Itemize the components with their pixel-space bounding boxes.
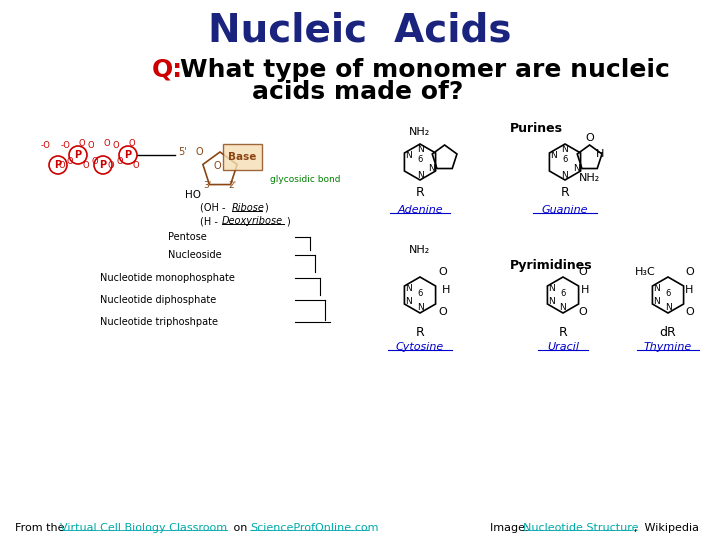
Text: N: N (405, 151, 412, 160)
Text: N: N (559, 303, 567, 313)
Text: -O: -O (41, 141, 51, 151)
Text: 5': 5' (178, 147, 186, 157)
Text: O: O (113, 141, 120, 151)
Text: 6: 6 (418, 156, 423, 165)
Text: Deoxyribose: Deoxyribose (222, 216, 283, 226)
Text: R: R (415, 186, 424, 199)
Text: 6: 6 (418, 288, 423, 298)
Text: O: O (67, 158, 73, 166)
Text: R: R (559, 326, 567, 339)
Text: 6: 6 (665, 288, 671, 298)
Text: Q:: Q: (152, 58, 183, 82)
Text: acids made of?: acids made of? (252, 80, 464, 104)
Text: N: N (550, 151, 557, 160)
Text: -O: -O (61, 141, 71, 151)
Text: H₃C: H₃C (634, 267, 655, 277)
Text: NH₂: NH₂ (580, 173, 600, 183)
Text: What type of monomer are nucleic: What type of monomer are nucleic (180, 58, 670, 82)
Text: N: N (417, 303, 423, 313)
Text: H: H (685, 285, 693, 295)
Text: Guanine: Guanine (541, 205, 588, 215)
Text: O: O (91, 158, 99, 166)
Text: O: O (213, 161, 221, 171)
Text: O: O (83, 161, 89, 171)
Text: O: O (685, 307, 694, 317)
Text: Nucleotide diphosphate: Nucleotide diphosphate (100, 295, 216, 305)
Text: N: N (653, 284, 660, 293)
Text: N: N (417, 171, 423, 179)
Text: N: N (653, 297, 660, 306)
Text: ): ) (264, 203, 268, 213)
Text: O: O (438, 307, 447, 317)
Text: Nucleic  Acids: Nucleic Acids (208, 11, 512, 49)
Text: (H -: (H - (200, 216, 221, 226)
Text: O: O (117, 158, 123, 166)
Text: H: H (442, 285, 450, 295)
Text: N: N (562, 171, 568, 179)
Text: N: N (549, 297, 555, 306)
Text: on: on (230, 523, 251, 533)
Text: N: N (562, 145, 568, 153)
Text: P: P (55, 160, 62, 170)
Text: Virtual Cell Biology Classroom: Virtual Cell Biology Classroom (60, 523, 227, 533)
FancyBboxPatch shape (223, 144, 262, 170)
Text: N: N (405, 284, 412, 293)
Text: 3': 3' (203, 180, 211, 190)
Text: R: R (561, 186, 570, 199)
Text: H: H (581, 285, 589, 295)
Text: H: H (596, 149, 604, 159)
Text: glycosidic bond: glycosidic bond (270, 176, 341, 185)
Text: Nucleotide Structure: Nucleotide Structure (523, 523, 639, 533)
Text: Purines: Purines (510, 122, 563, 134)
Text: N: N (428, 164, 435, 173)
Text: N: N (405, 297, 412, 306)
Text: P: P (125, 150, 132, 160)
Text: ScienceProfOnline.com: ScienceProfOnline.com (250, 523, 379, 533)
Text: (OH -: (OH - (200, 203, 229, 213)
Text: O: O (108, 161, 114, 171)
Text: 6: 6 (560, 288, 566, 298)
Text: O: O (59, 161, 66, 171)
Text: P: P (99, 160, 107, 170)
Text: Thymine: Thymine (644, 342, 692, 352)
Text: Nucleotide monophosphate: Nucleotide monophosphate (100, 273, 235, 283)
Text: 2': 2' (228, 180, 236, 190)
Text: Uracil: Uracil (547, 342, 579, 352)
Text: Cytosine: Cytosine (396, 342, 444, 352)
Text: N: N (573, 164, 580, 173)
Text: Nucleotide triphoshpate: Nucleotide triphoshpate (100, 317, 218, 327)
Text: dR: dR (660, 326, 676, 339)
Text: Base: Base (228, 152, 256, 162)
Text: NH₂: NH₂ (410, 127, 431, 137)
Text: O: O (132, 161, 139, 171)
Text: Ribose: Ribose (232, 203, 265, 213)
Text: NH₂: NH₂ (410, 245, 431, 255)
Text: Adenine: Adenine (397, 205, 443, 215)
Text: R: R (415, 326, 424, 339)
Text: Image:: Image: (490, 523, 536, 533)
Text: O: O (195, 147, 202, 157)
Text: HO: HO (185, 190, 201, 200)
Text: O: O (685, 267, 694, 277)
Text: O: O (579, 267, 588, 277)
Text: O: O (104, 138, 110, 147)
Text: P: P (74, 150, 81, 160)
Text: Pyrimidines: Pyrimidines (510, 259, 593, 272)
Text: N: N (665, 303, 671, 313)
Text: N: N (549, 284, 555, 293)
Text: From the: From the (15, 523, 71, 533)
Text: O: O (78, 138, 85, 147)
Text: 6: 6 (562, 156, 567, 165)
Text: O: O (129, 138, 135, 147)
Text: O: O (88, 141, 94, 151)
Text: O: O (585, 133, 595, 143)
Text: O: O (438, 267, 447, 277)
Text: O: O (579, 307, 588, 317)
Text: Nucleoside: Nucleoside (168, 250, 222, 260)
Text: ,  Wikipedia: , Wikipedia (634, 523, 699, 533)
Text: ): ) (286, 216, 289, 226)
Text: N: N (417, 145, 423, 153)
Text: Pentose: Pentose (168, 232, 207, 242)
